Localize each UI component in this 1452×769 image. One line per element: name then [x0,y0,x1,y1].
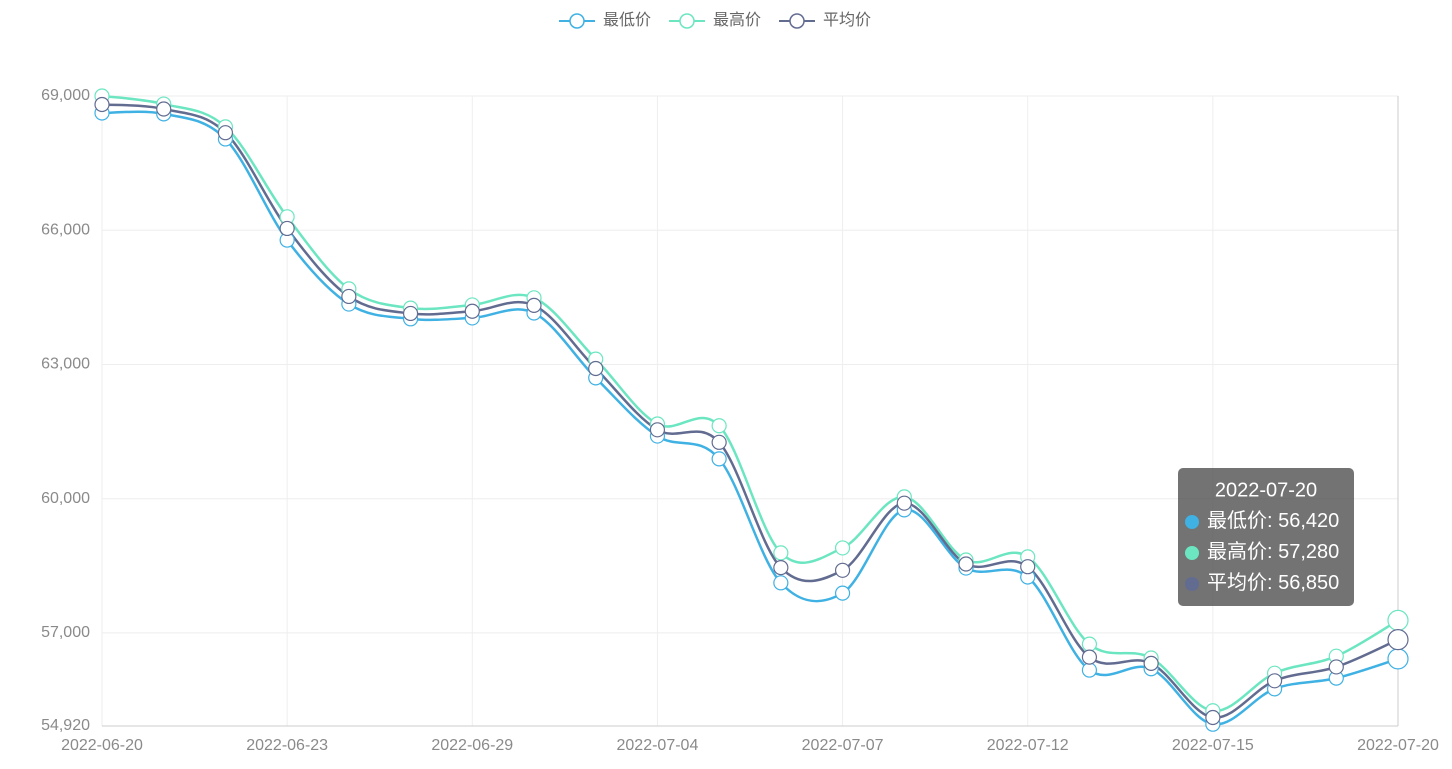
tooltip-title: 2022-07-20 [1215,479,1317,501]
tooltip-name: 最高价 [1207,540,1267,563]
tooltip-dot [1185,546,1199,560]
point-marker [1081,649,1098,665]
point-marker [217,125,234,141]
point-marker [711,418,727,434]
point-marker [1387,648,1409,670]
legend-marker [789,13,805,29]
tooltip-sep: : [1267,510,1278,532]
point-marker [526,297,542,314]
point-marker [1081,662,1098,678]
point-marker [588,360,604,377]
tooltip-value: 57,280 [1278,541,1339,563]
point-marker [279,220,295,237]
tooltip-item: 最低价: 56,420 [1207,509,1339,532]
x-tick-label: 2022-07-20 [1357,737,1439,754]
x-tick-label: 2022-06-20 [61,737,143,754]
tooltip-dot [1185,515,1199,529]
legend-label: 最低价 [603,11,651,29]
x-tick-label: 2022-06-23 [246,737,328,754]
tooltip-name: 平均价 [1207,571,1267,594]
point-marker [1387,609,1409,632]
point-marker [1328,659,1344,675]
y-tick-label: 69,000 [41,87,90,104]
series-line [101,110,1399,726]
point-marker [341,288,357,305]
tooltip-sep: : [1267,541,1278,563]
point-marker [649,422,666,438]
series-line [101,94,1399,713]
y-tick-label: 63,000 [41,356,90,373]
y-tick-label: 57,000 [41,624,90,641]
point-marker [834,585,851,601]
point-marker [402,305,419,322]
series-line [101,103,1399,719]
tooltip-value: 56,420 [1278,510,1339,532]
tooltip-value: 56,850 [1278,572,1339,594]
tooltip-item: 最高价: 57,280 [1207,540,1339,563]
point-marker [958,556,974,572]
y-tick-label: 60,000 [41,490,90,507]
x-tick-label: 2022-07-07 [802,737,884,754]
point-marker [1081,636,1098,652]
point-marker [1020,559,1036,575]
tooltip-box [1178,468,1354,606]
point-marker [156,101,172,117]
tooltip-sep: : [1267,572,1278,594]
x-tick-label: 2022-07-04 [617,737,699,754]
legend-label: 最高价 [713,11,761,29]
point-marker [834,562,851,578]
point-marker [1205,709,1221,726]
x-tick-label: 2022-06-29 [431,737,513,754]
tooltip: 2022-07-20 最低价: 56,420 最高价: 57,280 平均价: 56,… [1178,468,1354,606]
legend-marker [569,13,585,29]
point-marker [773,575,789,591]
x-tick-label: 2022-07-15 [1172,737,1254,754]
tooltip-name: 最低价 [1207,509,1267,532]
tooltip-dot [1185,577,1199,591]
point-marker [464,303,480,319]
point-marker [94,96,110,113]
y-tick-label: 54,920 [41,717,90,734]
point-marker [711,451,727,467]
point-marker [711,434,727,450]
point-marker [773,560,789,576]
tooltip-item: 平均价: 56,850 [1207,571,1339,594]
legend-marker [679,13,695,29]
point-marker [1387,629,1409,651]
x-tick-label: 2022-07-12 [987,737,1069,754]
point-marker [773,545,789,561]
point-marker [834,540,851,556]
point-marker [1143,655,1159,671]
legend-label: 平均价 [823,11,871,29]
y-tick-label: 66,000 [41,221,90,238]
point-marker [896,495,912,511]
point-marker [1266,673,1283,689]
